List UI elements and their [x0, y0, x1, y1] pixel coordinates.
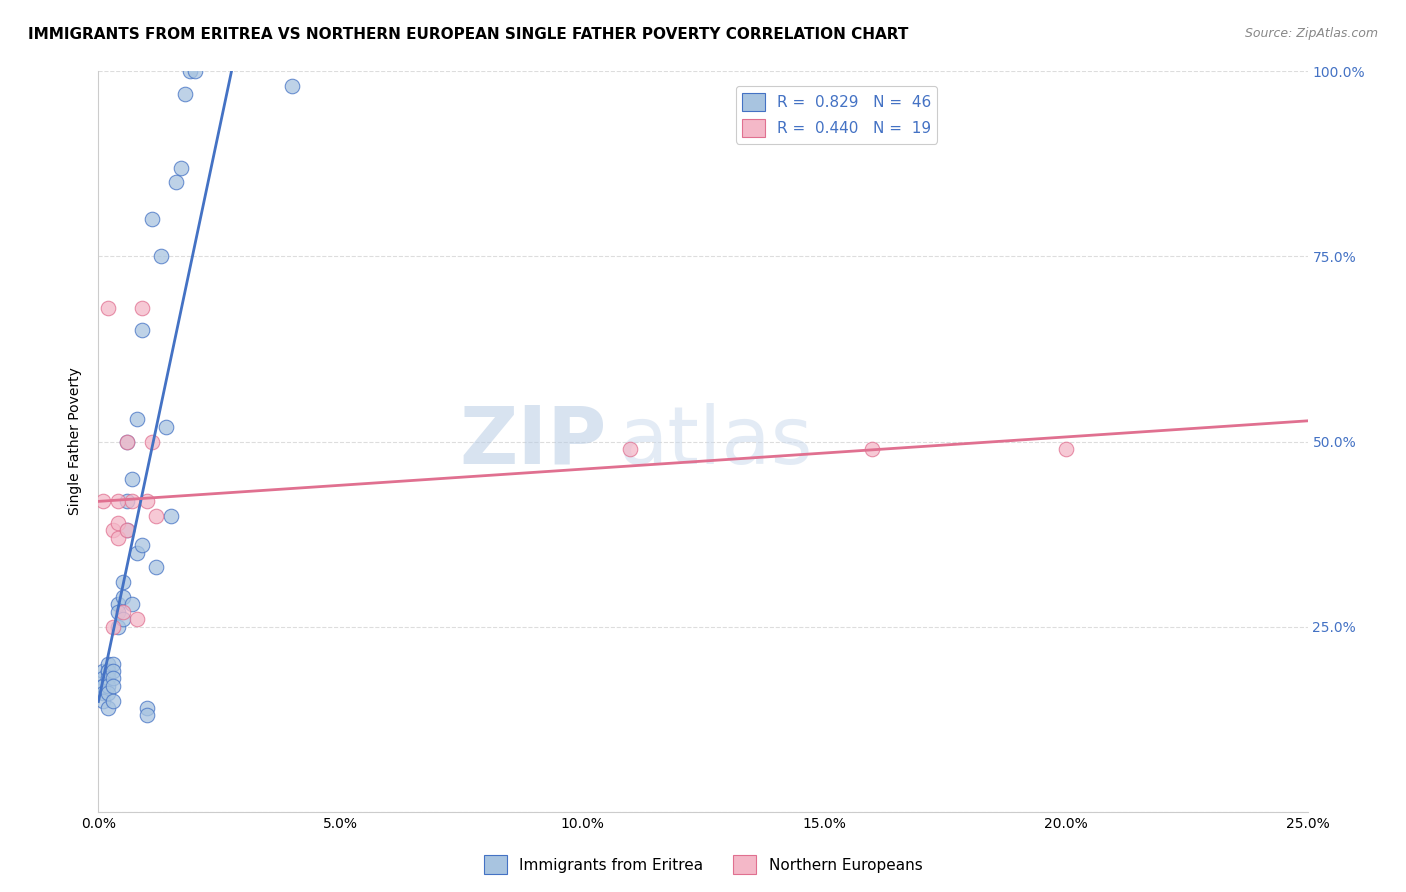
- Point: [169, 161, 191, 175]
- Point: [91, 679, 114, 693]
- Point: [101, 524, 124, 538]
- Point: [135, 493, 157, 508]
- Point: [150, 250, 173, 264]
- Point: [107, 531, 129, 545]
- Point: [1054, 442, 1077, 456]
- Point: [97, 701, 120, 715]
- Point: [127, 546, 149, 560]
- Point: [117, 434, 139, 449]
- Point: [165, 175, 187, 190]
- Point: [131, 301, 153, 316]
- Point: [111, 605, 134, 619]
- Point: [145, 508, 167, 523]
- Point: [91, 694, 114, 708]
- Text: Source: ZipAtlas.com: Source: ZipAtlas.com: [1244, 27, 1378, 40]
- Point: [91, 686, 114, 700]
- Point: [97, 664, 120, 678]
- Point: [97, 657, 120, 671]
- Point: [107, 493, 129, 508]
- Point: [160, 508, 183, 523]
- Point: [107, 598, 129, 612]
- Point: [174, 87, 197, 101]
- Point: [145, 560, 167, 574]
- Point: [117, 524, 139, 538]
- Point: [135, 708, 157, 723]
- Text: atlas: atlas: [619, 402, 813, 481]
- Text: IMMIGRANTS FROM ERITREA VS NORTHERN EUROPEAN SINGLE FATHER POVERTY CORRELATION C: IMMIGRANTS FROM ERITREA VS NORTHERN EURO…: [28, 27, 908, 42]
- Point: [127, 612, 149, 626]
- Point: [619, 442, 641, 456]
- Point: [91, 493, 114, 508]
- Point: [101, 679, 124, 693]
- Point: [91, 664, 114, 678]
- Point: [127, 412, 149, 426]
- Y-axis label: Single Father Poverty: Single Father Poverty: [69, 368, 83, 516]
- Point: [101, 672, 124, 686]
- Point: [101, 694, 124, 708]
- Point: [117, 493, 139, 508]
- Point: [101, 664, 124, 678]
- Point: [91, 679, 114, 693]
- Point: [135, 701, 157, 715]
- Point: [179, 64, 201, 78]
- Point: [155, 419, 177, 434]
- Point: [121, 493, 143, 508]
- Text: ZIP: ZIP: [458, 402, 606, 481]
- Point: [97, 679, 120, 693]
- Point: [121, 598, 143, 612]
- Point: [281, 79, 304, 94]
- Point: [107, 605, 129, 619]
- Point: [111, 575, 134, 590]
- Point: [101, 657, 124, 671]
- Point: [107, 619, 129, 633]
- Point: [117, 524, 139, 538]
- Point: [107, 516, 129, 530]
- Point: [117, 434, 139, 449]
- Point: [97, 301, 120, 316]
- Point: [184, 64, 207, 78]
- Point: [101, 619, 124, 633]
- Point: [111, 590, 134, 604]
- Point: [91, 672, 114, 686]
- Point: [131, 324, 153, 338]
- Point: [141, 212, 163, 227]
- Point: [121, 471, 143, 485]
- Point: [141, 434, 163, 449]
- Point: [97, 672, 120, 686]
- Point: [111, 612, 134, 626]
- Point: [97, 686, 120, 700]
- Point: [97, 664, 120, 678]
- Legend: R =  0.829   N =  46, R =  0.440   N =  19: R = 0.829 N = 46, R = 0.440 N = 19: [735, 87, 938, 144]
- Point: [860, 442, 883, 456]
- Point: [131, 538, 153, 552]
- Legend: Immigrants from Eritrea, Northern Europeans: Immigrants from Eritrea, Northern Europe…: [478, 849, 928, 880]
